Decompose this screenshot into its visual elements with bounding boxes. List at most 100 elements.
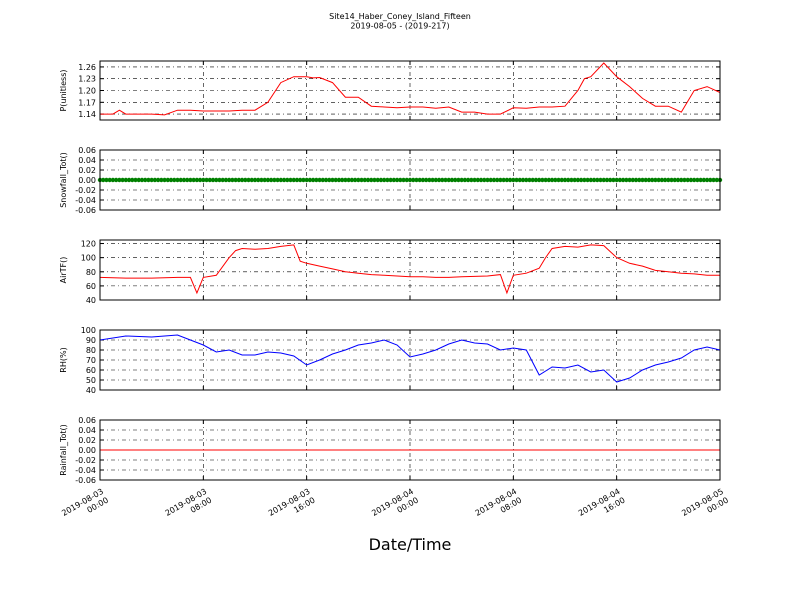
data-point (197, 177, 203, 183)
data-point (608, 177, 613, 183)
data-point (456, 177, 461, 183)
y-tick-label: 70 (86, 356, 96, 365)
data-point (252, 177, 258, 183)
y-tick-label: 0.00 (78, 446, 96, 455)
y-tick-label: -0.06 (75, 206, 96, 215)
data-point (659, 177, 665, 183)
data-point (562, 177, 568, 183)
x-axis-label: Date/Time (369, 535, 452, 554)
y-axis-label: P(unitless) (59, 69, 68, 111)
y-tick-label: 60 (86, 366, 96, 375)
data-point (588, 177, 594, 183)
data-point (362, 177, 367, 183)
data-point (524, 177, 529, 183)
data-point (130, 177, 135, 183)
data-point (556, 177, 561, 183)
y-tick-label: -0.04 (75, 466, 96, 475)
data-point (688, 177, 694, 183)
data-point (633, 177, 639, 183)
data-point (246, 177, 251, 183)
data-point (327, 177, 332, 183)
data-point (194, 177, 200, 183)
data-point (343, 177, 348, 183)
data-point (601, 177, 606, 183)
data-point (436, 177, 442, 183)
data-point (637, 177, 642, 183)
data-point (646, 177, 652, 183)
data-point (291, 177, 296, 183)
data-point (201, 177, 206, 183)
series-line (99, 334, 721, 383)
data-point (226, 177, 232, 183)
data-point (220, 177, 225, 183)
data-point (172, 177, 177, 183)
data-point (394, 177, 400, 183)
data-point (679, 177, 684, 183)
data-point (708, 177, 713, 183)
plot-frame (99, 149, 721, 211)
data-point (449, 177, 455, 183)
data-point (540, 177, 545, 183)
y-tick-label: 0.02 (78, 436, 96, 445)
data-point (146, 177, 151, 183)
data-point (120, 177, 125, 183)
data-point (356, 177, 361, 183)
data-point (598, 177, 603, 183)
data-point (375, 177, 380, 183)
data-point (453, 177, 458, 183)
data-point (423, 177, 429, 183)
data-point (136, 177, 141, 183)
data-point (207, 177, 212, 183)
data-point (620, 177, 626, 183)
plot-frame (99, 329, 721, 391)
data-point (662, 177, 668, 183)
data-point (465, 177, 471, 183)
data-point (682, 177, 687, 183)
y-tick-label: 0.04 (78, 426, 96, 435)
plot-frame (99, 419, 721, 481)
data-point (530, 177, 535, 183)
subplot-stack: 1.141.171.201.231.26P(unitless)-0.06-0.0… (59, 60, 723, 485)
data-point (372, 177, 377, 183)
data-point (472, 177, 477, 183)
y-axis-label: RH(%) (59, 347, 68, 372)
y-tick-label: 0.06 (78, 416, 96, 425)
y-tick-label: 50 (86, 376, 96, 385)
data-point (139, 177, 145, 183)
y-tick-label: 1.20 (78, 87, 96, 96)
subplot-5: -0.06-0.04-0.020.000.020.040.06 Rainfall_… (59, 416, 721, 485)
data-point (698, 177, 703, 183)
data-point (259, 177, 264, 183)
data-point (591, 177, 597, 183)
chart-title: Site14_Haber_Coney_Island_Fifteen (329, 12, 471, 21)
data-point (162, 177, 167, 183)
data-point (256, 177, 261, 183)
data-point (504, 177, 510, 183)
data-point (630, 177, 636, 183)
data-point (427, 177, 432, 183)
data-point (310, 177, 316, 183)
data-point (569, 177, 574, 183)
data-point (614, 177, 619, 183)
data-point (304, 177, 309, 183)
subplot-1: 1.14 1.17 1.20 1.23 1.26 P(unitless) (59, 60, 721, 121)
data-point (475, 177, 481, 183)
data-point (113, 177, 119, 183)
data-point (152, 177, 158, 183)
data-point (675, 177, 681, 183)
data-point (433, 177, 439, 183)
y-tick-label: 0.00 (78, 176, 96, 185)
plot-frame (99, 60, 721, 121)
data-point (339, 177, 345, 183)
subplot-2: -0.06-0.04-0.020.000.020.040.06 Snowfall_… (59, 146, 723, 215)
data-point (611, 177, 616, 183)
data-point (485, 177, 490, 183)
data-point (411, 177, 416, 183)
data-point (546, 177, 552, 183)
data-point (578, 177, 584, 183)
